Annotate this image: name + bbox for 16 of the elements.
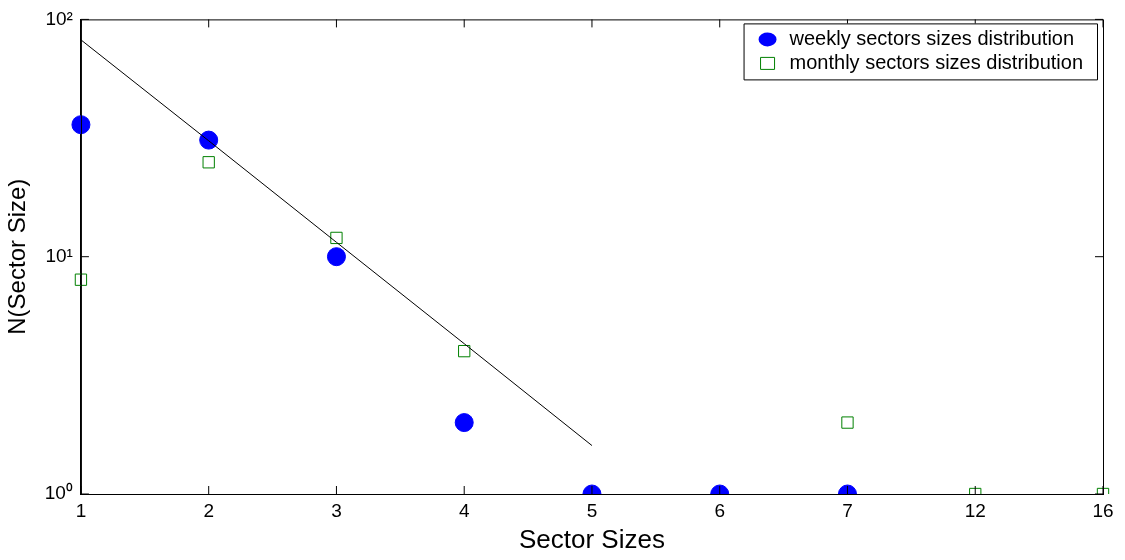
y-tick-label: 10¹ — [45, 244, 73, 266]
y-tick-label: 10⁰ — [44, 482, 73, 504]
x-tick-label: 2 — [203, 499, 214, 521]
x-axis-title: Sector Sizes — [518, 523, 665, 554]
x-tick-label: 4 — [458, 499, 470, 521]
x-tick-label: 5 — [586, 499, 598, 521]
y-tick-label: 10² — [45, 7, 73, 29]
x-tick-label: 6 — [714, 499, 726, 521]
x-tick-label: 12 — [964, 499, 986, 521]
legend-label: monthly sectors sizes distribution — [789, 50, 1084, 73]
y-axis-title: N(Sector Size) — [3, 178, 31, 335]
x-tick-label: 1 — [75, 499, 87, 521]
legend-label: weekly sectors sizes distribution — [788, 26, 1075, 49]
x-tick-label: 3 — [331, 499, 342, 521]
x-tick-label: 16 — [1092, 499, 1114, 521]
x-tick-label: 7 — [842, 499, 853, 521]
